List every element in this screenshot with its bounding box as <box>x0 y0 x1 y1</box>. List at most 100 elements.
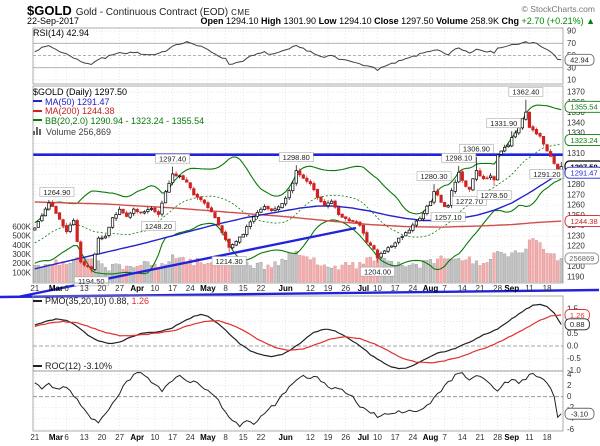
quote-key: Open <box>200 16 226 26</box>
candle-body <box>457 171 461 183</box>
volume-bar <box>153 263 157 283</box>
candle-body <box>305 177 309 182</box>
candle-body <box>269 208 274 212</box>
price-ylabel: 1370 <box>567 88 585 97</box>
volume-bar <box>337 269 341 283</box>
candle-body <box>149 208 153 210</box>
date-tick-label: 27 <box>115 433 124 442</box>
volume-bar <box>238 263 242 283</box>
legend-row: PMO(35,20,10) 0.88, 1.26 <box>33 296 149 307</box>
candle-body <box>531 126 535 131</box>
price-legend: $GOLD (Daily) 1297.50 MA(50) 1291.47 MA(20… <box>33 87 204 137</box>
candle-body <box>308 181 312 185</box>
volume-bar <box>178 257 182 283</box>
candle-body <box>146 209 150 212</box>
legend-text: MA(50) 1291.47 <box>45 96 110 107</box>
rsi-line <box>34 40 562 72</box>
candle-body <box>153 207 157 213</box>
candle-body <box>467 186 471 190</box>
date-tick-label: 28 <box>493 284 502 293</box>
candle-body <box>460 171 464 181</box>
roc-ylabel: -6 <box>567 425 575 434</box>
volume-bar <box>467 256 471 283</box>
annotation-label: 1272.70 <box>456 197 483 206</box>
annotation-box <box>529 169 565 179</box>
candle-body <box>298 170 302 176</box>
quote-value: 1294.10 <box>339 16 375 26</box>
candle-body <box>386 247 390 252</box>
candle-body <box>156 211 161 215</box>
candle-body <box>206 202 210 209</box>
volume-bar <box>315 264 319 283</box>
quote-value: +2.70 (+0.21%) ▲ <box>521 16 595 26</box>
annotation-label: 1280.30 <box>420 172 447 181</box>
candle-body <box>93 253 97 270</box>
date-tick-label: 17 <box>391 433 400 442</box>
callout-label: 1291.47 <box>571 169 598 178</box>
volume-bar <box>58 264 62 283</box>
date-tick-label: Sep <box>504 433 519 442</box>
annotation-box <box>416 171 452 181</box>
candle-body <box>329 200 334 204</box>
candle-body <box>248 221 252 227</box>
annotation-label: 1291.20 <box>533 170 560 179</box>
volume-bar <box>171 254 175 283</box>
volume-bar <box>308 259 312 283</box>
volume-bar <box>40 266 44 283</box>
volume-bar <box>542 249 546 283</box>
volume-bar <box>312 257 316 283</box>
date-tick-label: 15 <box>239 433 248 442</box>
candle-body <box>407 229 411 234</box>
price-ylabel: 1190 <box>567 273 585 282</box>
volume-bar <box>517 252 521 283</box>
candle-body <box>125 212 129 217</box>
quote-value: 1294.10 <box>225 16 262 26</box>
annotation-label: 1298.10 <box>445 154 472 163</box>
pmo-ylabel: 0.5 <box>567 329 579 338</box>
price-ylabel: 1230 <box>567 231 585 240</box>
date-tick-label: 21 <box>30 433 39 442</box>
candle-body <box>135 209 139 212</box>
candle-body <box>47 202 51 210</box>
legend-row: ROC(12) -3.10% <box>33 361 112 372</box>
candle-body <box>170 173 175 184</box>
panel-border <box>32 27 564 85</box>
price-ylabel: 1340 <box>567 118 585 127</box>
volume-bar <box>266 264 270 283</box>
candle-body <box>517 127 521 134</box>
date-tick-label: Mar <box>49 433 63 442</box>
volume-ylabel: 300K <box>12 250 31 259</box>
symbol: $GOLD <box>27 3 72 18</box>
candle-body <box>132 208 136 214</box>
candle-body <box>213 212 217 219</box>
annotation-box <box>459 144 494 154</box>
volume-bar <box>192 265 196 283</box>
date-tick-label: 21 <box>476 284 485 293</box>
candle-body <box>75 220 79 242</box>
quote-value: 1301.90 <box>283 16 319 26</box>
quote-key: Chg <box>501 16 522 26</box>
date-tick-label: 28 <box>493 433 502 442</box>
roc-ylabel: -2 <box>567 403 575 412</box>
volume-bar <box>54 259 58 283</box>
candle-body <box>174 173 178 177</box>
volume-bar <box>436 258 440 283</box>
quote-value: 258.9K <box>470 16 502 26</box>
volume-bar <box>326 266 330 283</box>
date-tick-label: 21 <box>30 284 39 293</box>
value-callout <box>564 252 600 265</box>
volume-bar <box>323 264 327 283</box>
candle-body <box>471 178 475 191</box>
candle-body <box>40 215 44 222</box>
date-tick-label: 24 <box>408 284 417 293</box>
volume-bar <box>400 264 404 283</box>
volume-bar <box>284 260 288 283</box>
candle-body <box>404 232 408 237</box>
volume-bar <box>135 266 139 283</box>
volume-bar <box>513 250 517 283</box>
bb-upper <box>34 104 562 224</box>
candle-body <box>178 175 182 178</box>
bb-lower <box>34 178 562 275</box>
volume-bar <box>414 264 418 283</box>
date-tick-label: 19 <box>324 433 333 442</box>
